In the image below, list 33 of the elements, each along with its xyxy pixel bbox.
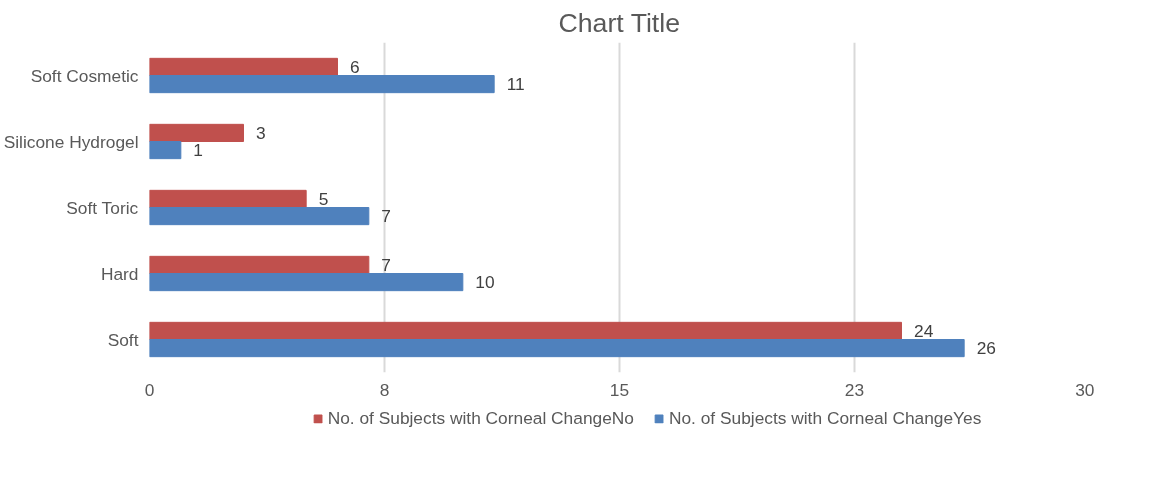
y-tick-label: Hard: [100, 263, 139, 284]
data-label: 26: [976, 338, 996, 359]
bar: [149, 75, 495, 94]
data-label: 3: [256, 122, 266, 143]
x-tick-label: 0: [144, 379, 155, 400]
y-tick-label: Soft Toric: [66, 197, 139, 218]
bar: [149, 207, 370, 226]
data-label: 11: [506, 74, 525, 95]
bar: [149, 123, 244, 142]
x-tick-label: 8: [379, 379, 390, 400]
data-label: 6: [350, 56, 360, 77]
data-label: 1: [193, 140, 204, 161]
chart-title: Chart Title: [558, 7, 681, 38]
bar: [149, 141, 182, 160]
x-tick-label: 15: [609, 379, 630, 400]
data-label: 5: [318, 188, 329, 209]
bar: [149, 321, 902, 340]
y-tick-label: Soft: [107, 329, 139, 350]
data-label: 24: [914, 320, 934, 341]
bar: [149, 57, 338, 76]
y-tick-label: Soft Cosmetic: [30, 65, 139, 86]
bar: [149, 255, 370, 274]
bar: [149, 189, 307, 208]
y-tick-label: Silicone Hydrogel: [3, 131, 139, 152]
legend-label: No. of Subjects with Corneal ChangeNo: [327, 407, 634, 429]
bar: [149, 273, 464, 292]
bar: [149, 339, 965, 358]
data-label: 7: [381, 206, 392, 227]
x-tick-label: 30: [1075, 379, 1095, 400]
data-label: 10: [475, 272, 495, 293]
x-tick-label: 23: [844, 379, 865, 400]
legend-label: No. of Subjects with Corneal ChangeYes: [668, 407, 982, 429]
data-label: 7: [381, 254, 392, 275]
